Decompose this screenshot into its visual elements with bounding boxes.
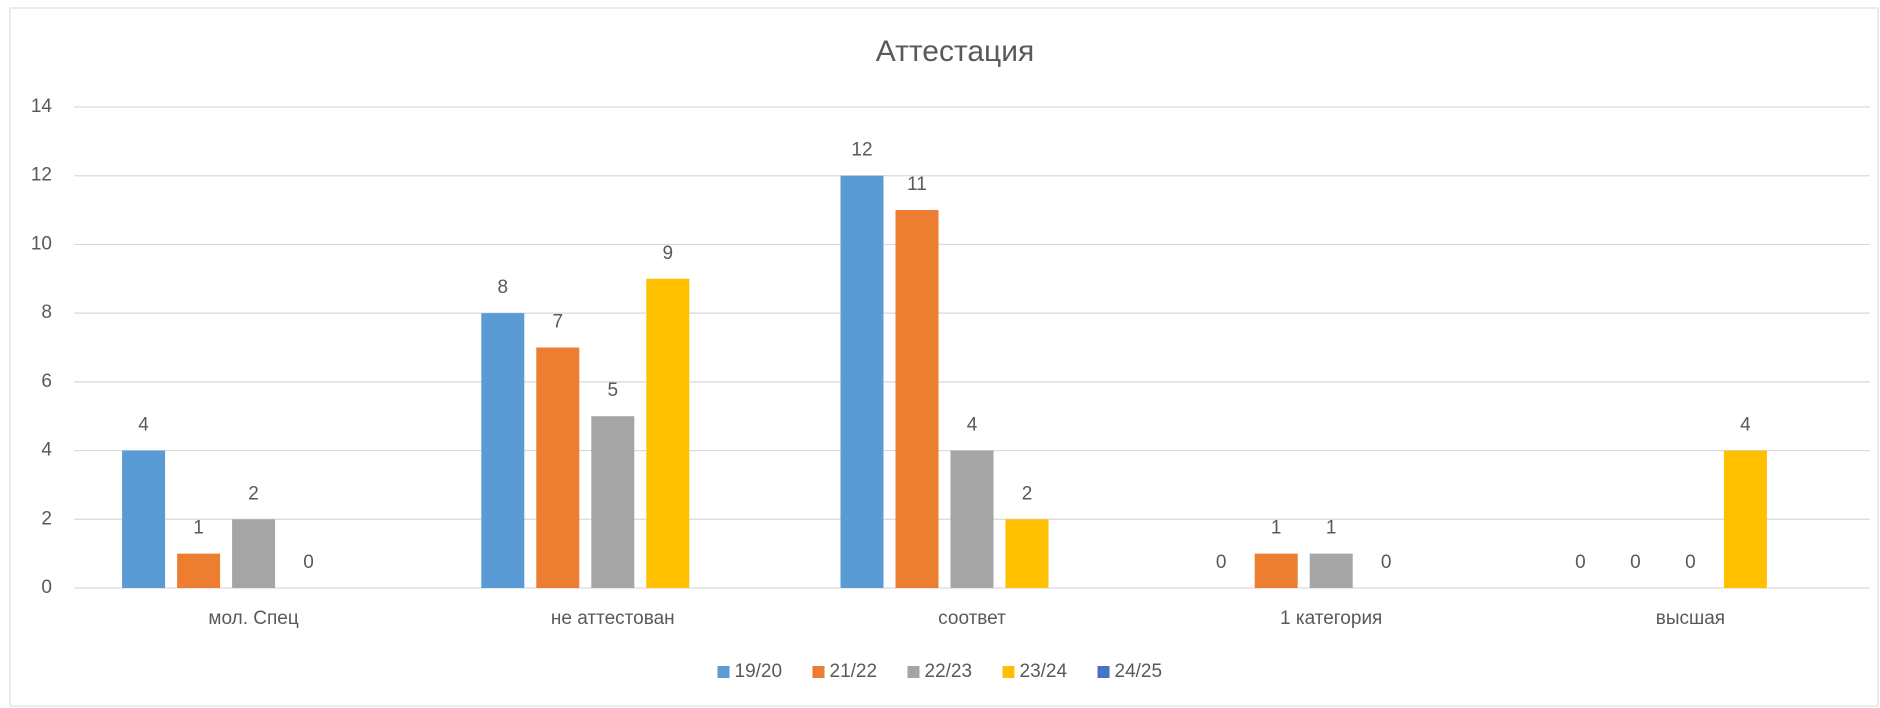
data-label: 2 (1022, 483, 1033, 504)
bar (122, 450, 166, 588)
data-label: 12 (851, 140, 872, 161)
bar (481, 313, 525, 588)
bar (591, 416, 635, 588)
data-label: 5 (608, 380, 619, 401)
bar (1005, 519, 1049, 588)
data-label: 1 (1271, 518, 1282, 539)
data-label: 0 (303, 552, 314, 573)
data-label: 0 (1630, 552, 1641, 573)
data-label: 0 (1685, 552, 1696, 573)
data-label: 1 (1326, 518, 1337, 539)
bar (646, 278, 690, 588)
legend-label: 21/22 (830, 661, 878, 682)
bar (895, 210, 939, 589)
y-tick-label: 0 (41, 577, 52, 598)
legend-swatch (717, 666, 730, 678)
bar (1723, 450, 1767, 588)
data-label: 0 (1216, 552, 1227, 573)
bar (1309, 553, 1353, 588)
legend-label: 24/25 (1115, 661, 1163, 682)
bar (840, 175, 884, 588)
data-label: 1 (193, 518, 204, 539)
chart-title: Аттестация (876, 35, 1034, 68)
legend-label: 19/20 (735, 661, 783, 682)
data-label: 0 (1575, 552, 1586, 573)
x-tick-label: 1 категория (1280, 608, 1382, 629)
data-label: 4 (1740, 415, 1751, 436)
x-tick-label: соответ (938, 608, 1006, 629)
y-tick-label: 12 (31, 165, 52, 186)
legend-label: 22/23 (925, 661, 973, 682)
y-tick-label: 4 (41, 440, 52, 461)
bar (950, 450, 994, 588)
bar (1254, 553, 1298, 588)
data-label: 7 (553, 312, 564, 333)
legend-label: 23/24 (1020, 661, 1068, 682)
data-label: 2 (248, 483, 259, 504)
legend-swatch (1097, 666, 1110, 678)
legend-swatch (1002, 666, 1015, 678)
data-label: 0 (1381, 552, 1392, 573)
x-tick-label: не аттестован (551, 608, 675, 629)
y-tick-label: 8 (41, 302, 52, 323)
legend-swatch (907, 666, 920, 678)
x-tick-label: мол. Спец (208, 608, 298, 629)
x-tick-label: высшая (1656, 608, 1725, 629)
data-label: 4 (138, 415, 149, 436)
data-label: 11 (907, 174, 927, 195)
data-label: 4 (967, 415, 978, 436)
y-tick-label: 14 (31, 96, 53, 117)
bar (177, 553, 221, 588)
bar (536, 347, 580, 588)
chart-frame (9, 7, 1879, 707)
bar (232, 519, 276, 588)
y-tick-label: 6 (41, 371, 52, 392)
data-label: 8 (498, 277, 509, 298)
y-tick-label: 2 (41, 508, 52, 529)
y-tick-label: 10 (31, 233, 52, 254)
data-label: 9 (663, 243, 674, 264)
legend-swatch (812, 666, 825, 678)
